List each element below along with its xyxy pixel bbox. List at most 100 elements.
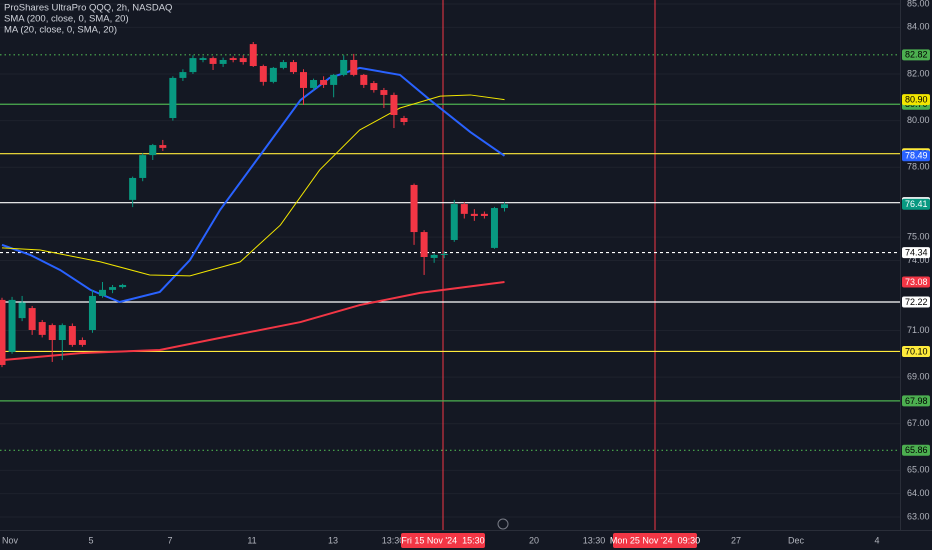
y-tick-label: 85.00: [907, 0, 930, 8]
candle-body: [460, 204, 468, 214]
price-tag-label: 73.08: [905, 277, 928, 287]
level-tag: [902, 296, 930, 308]
candle-body: [470, 213, 478, 216]
candle-body: [179, 72, 187, 78]
y-tick-label: 71.00: [907, 325, 930, 335]
x-tick-label: 27: [731, 535, 741, 545]
candle-body: [239, 58, 247, 63]
y-tick-label: 80.00: [907, 115, 930, 125]
candle-body: [58, 325, 66, 341]
x-tick-label: Nov: [2, 535, 19, 545]
y-tick-label: 78.00: [907, 162, 930, 172]
y-tick-label: 74.00: [907, 255, 930, 265]
y-tick-label: 84.00: [907, 22, 930, 32]
x-tick-label: 13:30: [583, 535, 606, 545]
candle-body: [269, 67, 277, 82]
candle-body: [68, 326, 76, 345]
candle-body: [400, 118, 408, 122]
level-tag-label: 67.98: [905, 396, 928, 406]
y-tick-label: 69.00: [907, 371, 930, 381]
candle-body: [410, 184, 418, 233]
price-tag-label: 78.49: [905, 151, 928, 161]
candle-body: [480, 213, 488, 216]
level-tag-label: 82.82: [905, 50, 928, 60]
x-tick-label: 7: [167, 535, 172, 545]
candle-body: [330, 74, 338, 85]
time-marker-label: Fri 15 Nov '24 15:30: [401, 535, 484, 545]
x-tick-label: 13: [328, 535, 338, 545]
plot: [0, 0, 900, 530]
candle-body: [129, 177, 137, 200]
time-marker-label: Mon 25 Nov '24 09:30: [610, 535, 700, 545]
indicator-line: [1, 66, 506, 304]
candle-body: [229, 58, 237, 60]
candle-body: [450, 204, 458, 240]
candle-body: [420, 232, 428, 258]
level-tag: [902, 395, 930, 407]
candle-body: [169, 77, 177, 119]
candle-body: [199, 58, 207, 60]
candle-body: [430, 254, 438, 258]
grid: [0, 3, 900, 518]
candle-body: [38, 322, 46, 335]
y-tick-label: 64.00: [907, 488, 930, 498]
price-tag: [902, 198, 930, 210]
y-tick-label: 75.00: [907, 232, 930, 242]
x-tick-label: Dec: [788, 535, 805, 545]
indicator-label: MA (20, close, 0, SMA, 20): [4, 25, 117, 36]
candle-body: [18, 302, 26, 319]
candle-body: [501, 204, 508, 209]
level-tag: [902, 345, 930, 357]
candle-body: [149, 145, 157, 156]
candle-body: [340, 59, 348, 75]
candle-body: [0, 299, 6, 365]
candle-body: [380, 90, 388, 95]
level-tag-label: 74.34: [905, 247, 928, 257]
price-tag-label: 80.90: [905, 94, 928, 104]
level-tag: [902, 49, 930, 61]
x-tick-label: 5: [88, 535, 93, 545]
indicator-line: [1, 94, 505, 277]
candle-body: [360, 74, 368, 85]
y-tick-label: 82.00: [907, 68, 930, 78]
x-tick-label: 11: [247, 535, 256, 545]
candle-body: [48, 325, 56, 341]
indicator-line: [1, 280, 505, 362]
candle-body: [249, 44, 257, 67]
candle-body: [88, 295, 96, 330]
x-tick-label: 13:30: [382, 535, 405, 545]
time-marker-tag: [401, 533, 485, 548]
level-tag-label: 70.10: [905, 346, 928, 356]
candle-body: [390, 94, 398, 115]
candle-body: [78, 340, 86, 345]
replay-icon[interactable]: [497, 518, 509, 530]
chart-title: ProShares UltraPro QQQ, 2h, NASDAQ: [4, 3, 172, 14]
y-tick-label: 67.00: [907, 418, 930, 428]
candle-body: [28, 308, 36, 330]
candle-body: [300, 72, 307, 88]
level-tag: [902, 247, 930, 259]
candle-body: [209, 58, 217, 64]
price-tag-label: 76.41: [905, 199, 928, 209]
indicator-label: SMA (200, close, 0, SMA, 20): [4, 14, 129, 25]
candle-body: [440, 253, 448, 255]
candle-body: [139, 155, 147, 178]
candle-body: [8, 299, 16, 352]
x-tick-label: 20: [529, 535, 539, 545]
candle-body: [119, 284, 127, 288]
x-tick-label: 4: [874, 535, 879, 545]
candle-body: [109, 287, 117, 290]
candle-body: [259, 66, 267, 82]
level-tag: [902, 444, 930, 456]
candle-body: [320, 80, 328, 85]
level-tag-label: 65.86: [905, 445, 928, 455]
candle-body: [219, 59, 227, 64]
price-tag: [902, 94, 930, 106]
candle-body: [279, 62, 287, 68]
candle-body: [99, 289, 106, 296]
candle-body: [189, 58, 197, 73]
candle-body: [289, 62, 297, 73]
price-tag: [902, 150, 930, 162]
